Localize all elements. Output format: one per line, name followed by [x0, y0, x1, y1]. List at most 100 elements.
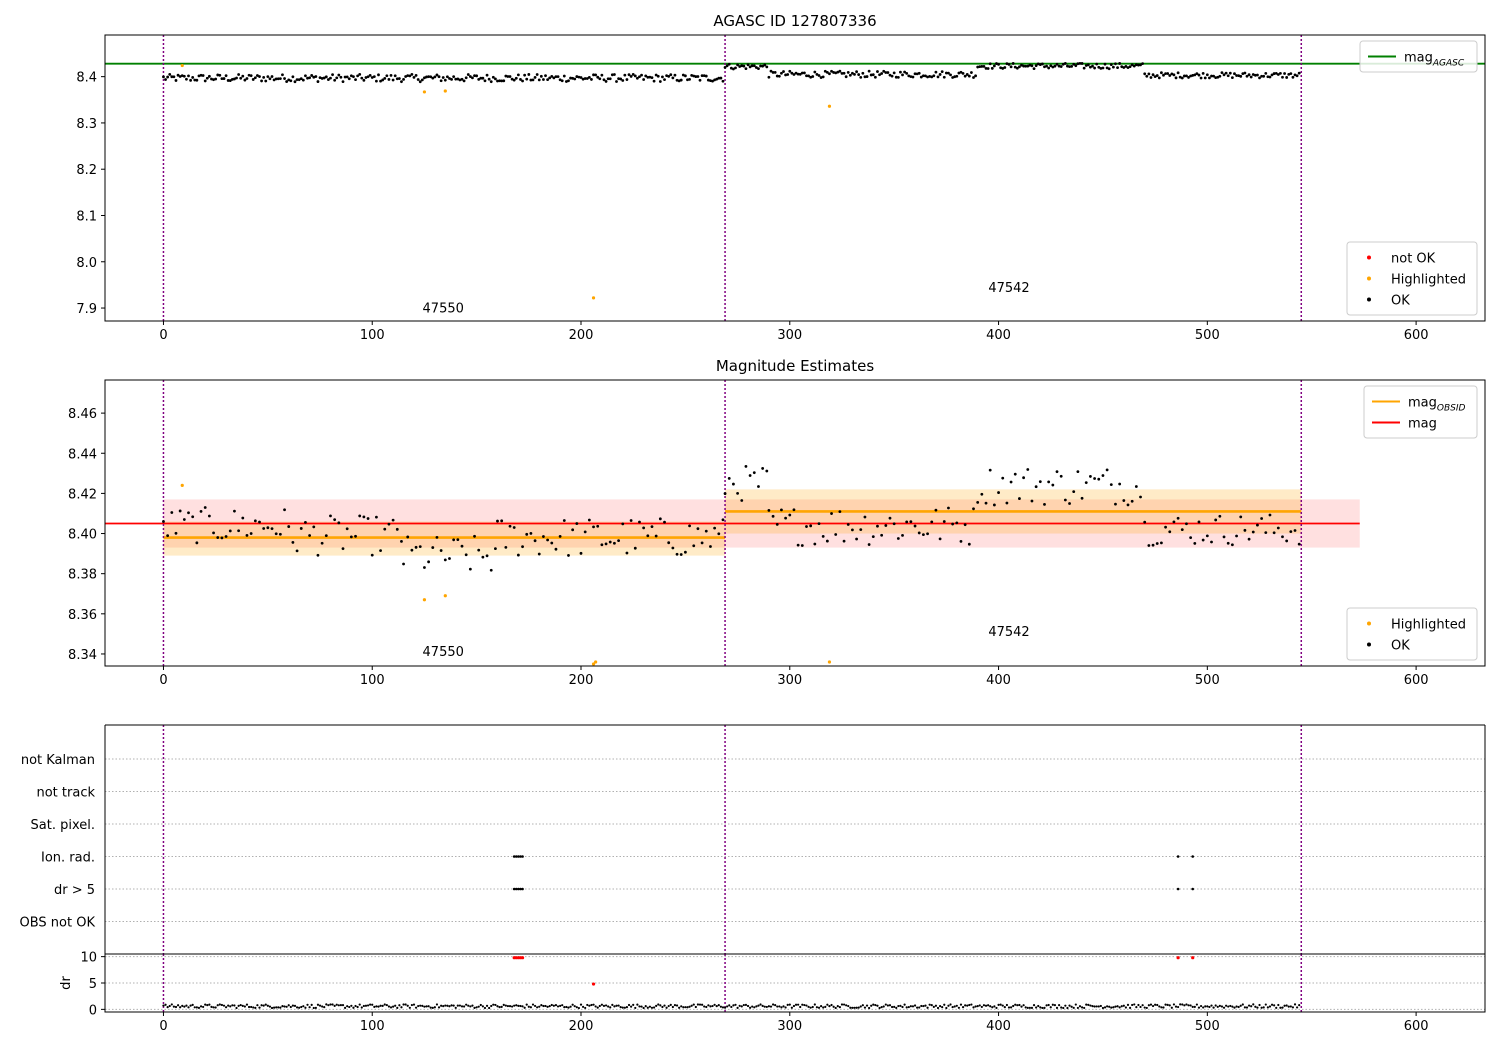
dr-point [1024, 1006, 1027, 1009]
dr-point [698, 1003, 702, 1006]
dr-point [325, 1003, 328, 1006]
dr-point [529, 1006, 533, 1009]
dr-point [247, 1005, 251, 1009]
dr-point [346, 1005, 349, 1008]
ok-point [487, 77, 491, 81]
ok-point [769, 69, 773, 73]
ok-point [746, 63, 750, 67]
dr-point [220, 1003, 224, 1007]
ok-point [1032, 67, 1036, 71]
dr-point [1281, 1006, 1284, 1009]
ok-point [535, 73, 539, 76]
ok-point [400, 539, 403, 543]
ok-point [452, 75, 456, 79]
dr-point [538, 1005, 541, 1008]
ok-point [930, 75, 934, 79]
ok-point [207, 74, 211, 78]
dr-point [260, 1004, 263, 1007]
ok-point [387, 78, 391, 81]
ok-point [965, 73, 969, 76]
dr-point [868, 1006, 871, 1010]
ok-point [295, 549, 299, 553]
dr-point [1101, 1006, 1105, 1010]
legend-dot-swatch [1367, 255, 1371, 260]
dr-point [164, 1003, 167, 1006]
dr-point [298, 1006, 301, 1009]
ok-point [1176, 516, 1180, 520]
ok-point [1109, 63, 1113, 67]
ok-point [669, 73, 673, 77]
ok-point [742, 64, 746, 68]
ok-point [717, 76, 721, 80]
ok-point [585, 77, 589, 80]
dr-point [807, 1005, 810, 1008]
ok-point [1214, 518, 1218, 522]
ok-point [1210, 540, 1213, 544]
dr-point [362, 1004, 365, 1008]
dr-point [533, 1004, 537, 1008]
ok-point [245, 77, 249, 80]
dr-point [408, 1006, 411, 1009]
dr-point [1120, 1005, 1123, 1008]
dr-point [571, 1003, 574, 1006]
ok-point [899, 70, 902, 74]
dr-point [769, 1005, 773, 1008]
ok-point [1172, 73, 1176, 77]
dr-point [957, 1006, 960, 1009]
dr-point [1080, 1006, 1084, 1009]
ok-point [408, 74, 412, 78]
ok-point [673, 73, 677, 77]
x-tick-label: 400 [986, 673, 1011, 688]
dr-point [1020, 1005, 1023, 1008]
ok-point [1187, 76, 1190, 79]
ok-point [485, 554, 489, 558]
ok-point [1212, 74, 1215, 78]
dr-point [1047, 1003, 1050, 1007]
ok-point [366, 517, 370, 520]
dr-point [801, 1003, 804, 1006]
flag-point [512, 887, 516, 891]
ok-point [1168, 530, 1172, 534]
ok-point [1101, 66, 1105, 70]
ok-point [604, 542, 608, 546]
dr-point [901, 1005, 904, 1009]
ok-point [709, 79, 712, 82]
ok-point [629, 519, 633, 522]
dr-point [669, 1003, 672, 1006]
ok-point [951, 522, 955, 526]
ok-point [754, 66, 758, 69]
dr-point [193, 1006, 196, 1009]
dr-point [321, 1005, 324, 1008]
dr-point [1174, 1005, 1178, 1008]
dr-point [381, 1004, 384, 1007]
ok-point [936, 75, 940, 79]
ok-point [1266, 75, 1270, 79]
dr-point [765, 1005, 768, 1009]
ok-point [1001, 67, 1005, 70]
x-tick-label: 200 [569, 1019, 594, 1034]
ok-point [1097, 65, 1101, 69]
ok-point [696, 527, 700, 531]
dr-point [870, 1004, 873, 1007]
dr-point [657, 1003, 660, 1006]
dr-point [930, 1003, 933, 1007]
ok-point [888, 516, 892, 520]
ok-point [1166, 72, 1170, 75]
ok-point [949, 73, 952, 77]
dr-point [485, 1004, 489, 1007]
dr-point [703, 1005, 706, 1008]
dr-point [285, 1005, 288, 1008]
ok-point [1070, 64, 1074, 68]
ok-point [468, 75, 472, 78]
ok-point [1193, 73, 1197, 77]
ok-point [1122, 66, 1126, 69]
x-tick-label: 600 [1404, 328, 1429, 343]
ok-point [479, 76, 483, 80]
ok-point [166, 534, 170, 538]
ok-point [621, 522, 625, 526]
ok-point [1168, 74, 1172, 77]
agasc-magnitude-panel: AGASC ID 127807336 47550 47542 0 100 200 300 40… [76, 12, 1486, 343]
dr-point [863, 1006, 867, 1009]
ok-point [291, 541, 295, 544]
